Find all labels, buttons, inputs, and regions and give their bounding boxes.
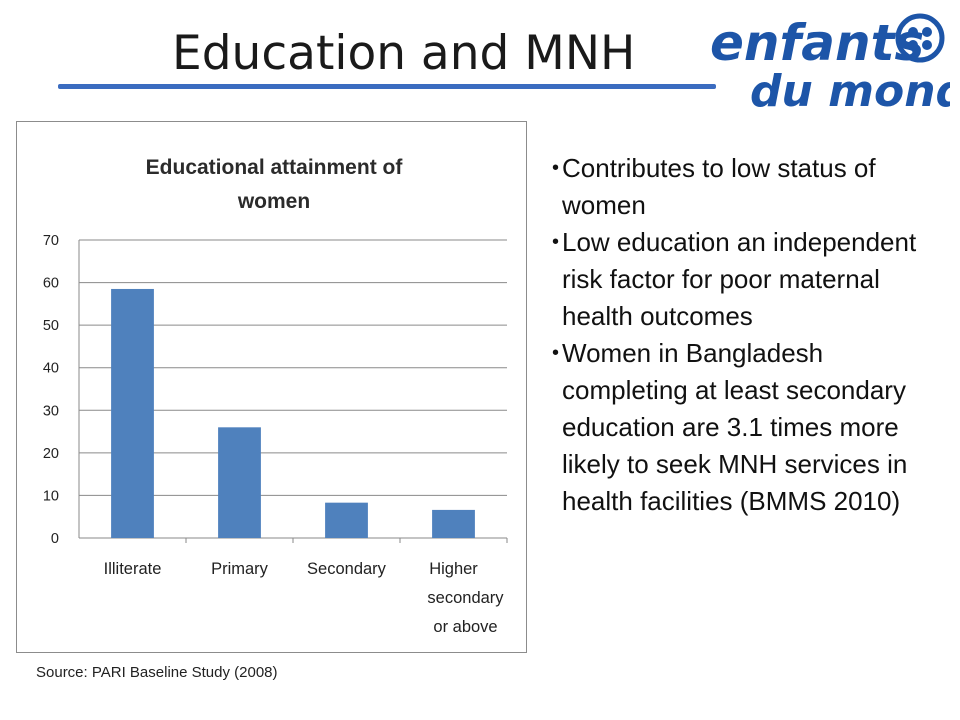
y-tick-label: 10 [43,488,59,504]
x-category-label: secondary [427,589,504,607]
logo-text-line1: enfants [710,14,924,72]
slide-title: Education and MNH [172,26,636,81]
chart-title: women [237,190,310,213]
chart-container: Educational attainment of women 0 10 20 30 40 5… [16,121,527,653]
bar-chart: Educational attainment of women 0 10 20 30 40 5… [43,156,508,636]
source-note: Source: PARI Baseline Study (2008) [36,664,278,681]
bar [111,288,154,538]
y-tick-label: 70 [43,233,59,249]
bullet-dot-icon: • [552,342,560,364]
bar [218,427,261,538]
bullet-text: Women in Bangladesh completing at least … [562,338,908,516]
bullet-list: • Contributes to low status of women • Low… [552,150,942,520]
bullet-item: • Low education an independent risk facto… [552,224,942,335]
y-tick-label: 50 [43,318,59,334]
y-tick-label: 0 [51,531,59,547]
bullet-text: Contributes to low status of women [562,153,876,220]
x-category-label: Illiterate [104,560,162,578]
y-tick-label: 20 [43,446,59,462]
x-category-label: Higher [429,560,478,578]
y-tick-label: 30 [43,403,59,419]
bullet-dot-icon: • [552,157,560,179]
bullet-dot-icon: • [552,231,560,253]
y-tick-label: 60 [43,276,59,292]
x-category-label: Primary [211,560,269,578]
bullet-text: Low education an independent risk factor… [562,227,917,331]
chart-title: Educational attainment of [146,156,404,179]
bullet-item: • Women in Bangladesh completing at least… [552,335,942,520]
bar [325,502,368,538]
y-tick-label: 40 [43,361,59,377]
bar [432,509,475,538]
x-category-label: or above [433,618,497,636]
globe-icon [895,13,945,63]
enfants-du-monde-logo: enfants du monde [710,13,950,114]
title-underline [58,84,716,89]
x-category-label: Secondary [307,560,387,578]
bullet-item: • Contributes to low status of women [552,150,942,224]
logo-text-line2: du monde [750,66,950,114]
